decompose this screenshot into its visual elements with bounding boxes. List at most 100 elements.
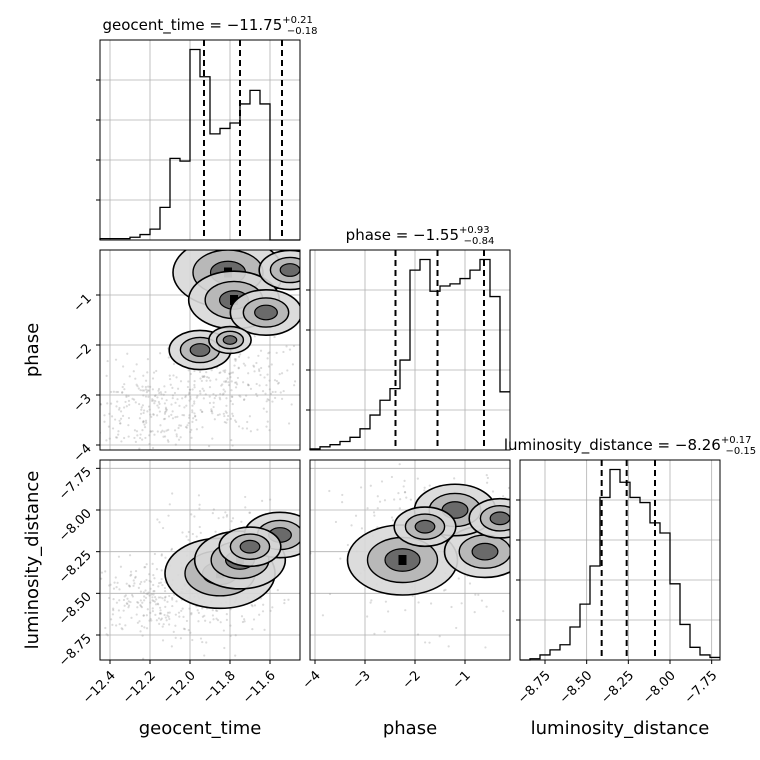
scatter-point	[453, 477, 456, 480]
scatter-point	[154, 613, 157, 616]
scatter-point	[124, 594, 127, 597]
y-tick-label: −1	[71, 291, 95, 315]
scatter-point	[242, 362, 245, 365]
scatter-point	[248, 511, 251, 514]
scatter-point	[125, 582, 128, 585]
scatter-point	[115, 624, 118, 627]
scatter-point	[119, 410, 123, 413]
contour-outer	[468, 497, 510, 539]
scatter-point	[155, 369, 158, 373]
scatter-point	[164, 408, 168, 411]
scatter-point	[158, 402, 161, 405]
scatter-point	[100, 571, 104, 574]
scatter-point	[559, 587, 561, 589]
scatter-point	[275, 351, 278, 355]
scatter-point	[198, 503, 201, 506]
scatter-point	[153, 433, 156, 436]
contour-outer	[208, 325, 252, 355]
scatter-point	[257, 368, 261, 371]
scatter-point	[328, 592, 332, 596]
scatter-point	[280, 372, 284, 375]
scatter-point	[293, 380, 297, 383]
scatter-point	[125, 395, 128, 399]
scatter-point	[151, 607, 154, 610]
scatter-point	[44, 596, 46, 598]
scatter-point	[76, 425, 78, 427]
scatter-point	[222, 388, 225, 391]
scatter-point	[199, 531, 202, 534]
scatter-point	[117, 609, 121, 612]
scatter-point	[144, 385, 147, 389]
x-tick-label: −8.00	[640, 668, 679, 707]
scatter-point	[424, 641, 427, 644]
x-tick-label: −7.75	[682, 668, 721, 707]
scatter-point	[127, 604, 131, 607]
scatter-point	[167, 428, 170, 431]
scatter-point	[283, 598, 286, 602]
scatter-point	[263, 376, 266, 379]
scatter-point	[142, 614, 145, 617]
scatter-point	[197, 611, 200, 614]
scatter-point	[135, 613, 138, 616]
scatter-point	[188, 414, 191, 417]
y-axis-label: phase	[22, 323, 43, 377]
scatter-panel-geocent_time-phase	[76, 249, 301, 451]
scatter-point	[247, 384, 250, 387]
scatter-point	[179, 637, 183, 640]
scatter-point	[170, 645, 173, 648]
scatter-point	[137, 586, 140, 589]
scatter-point	[160, 612, 163, 615]
scatter-point	[138, 620, 141, 623]
scatter-point	[145, 614, 148, 617]
scatter-point	[128, 585, 131, 588]
scatter-point	[193, 369, 196, 373]
scatter-point	[111, 613, 115, 616]
scatter-point	[189, 395, 192, 398]
scatter-point	[238, 355, 241, 358]
scatter-point	[202, 397, 205, 400]
scatter-point	[183, 628, 186, 631]
scatter-point	[211, 437, 214, 440]
scatter-point	[188, 388, 191, 391]
scatter-point	[208, 386, 212, 389]
scatter-point	[179, 380, 183, 383]
scatter-point	[480, 599, 484, 602]
scatter-content	[76, 250, 300, 450]
scatter-point	[204, 619, 207, 622]
scatter-point	[243, 618, 246, 621]
scatter-point	[546, 556, 548, 558]
scatter-point	[168, 617, 171, 621]
scatter-point	[165, 408, 168, 411]
scatter-point	[230, 389, 233, 392]
scatter-point	[128, 681, 130, 683]
scatter-point	[132, 579, 135, 582]
scatter-point	[214, 394, 218, 397]
scatter-point	[149, 611, 152, 615]
scatter-point	[142, 389, 146, 392]
scatter-point	[397, 492, 400, 495]
scatter-point	[222, 629, 225, 632]
scatter-point	[103, 414, 106, 417]
scatter-point	[152, 413, 155, 416]
scatter-point	[138, 402, 141, 406]
scatter-point	[196, 609, 199, 612]
y-tick-label: −4	[71, 441, 95, 465]
scatter-point	[155, 414, 159, 417]
scatter-point	[127, 424, 130, 427]
scatter-point	[261, 610, 265, 613]
scatter-point	[161, 639, 165, 642]
scatter-point	[135, 363, 138, 366]
scatter-point	[128, 375, 131, 378]
scatter-point	[161, 597, 164, 600]
scatter-point	[390, 475, 394, 479]
scatter-point	[235, 383, 239, 386]
scatter-point	[150, 399, 154, 403]
scatter-point	[148, 619, 151, 622]
scatter-point	[130, 616, 133, 619]
scatter-point	[158, 622, 161, 625]
scatter-point	[103, 420, 106, 423]
scatter-point	[159, 618, 162, 621]
scatter-point	[144, 566, 147, 569]
scatter-point	[155, 619, 158, 622]
scatter-point	[175, 376, 178, 379]
